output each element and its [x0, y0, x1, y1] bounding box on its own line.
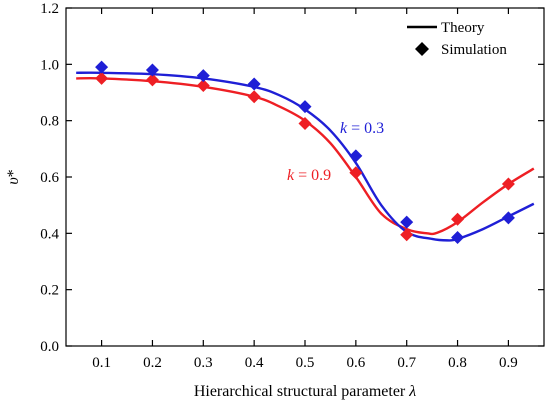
y-tick-label: 1.0: [40, 57, 59, 73]
y-tick-label: 1.2: [40, 1, 59, 17]
y-tick-label: 0.0: [40, 339, 59, 355]
theory-curves: [76, 71, 535, 242]
simulation-point-k09: [349, 166, 363, 180]
y-axis-label-symbol: υ: [5, 177, 22, 184]
simulation-point-k09: [247, 90, 261, 104]
annotation-k09-var: k: [287, 167, 295, 184]
x-tick-labels: 0.1 0.2 0.3 0.4 0.5 0.6 0.7 0.8 0.9: [92, 355, 518, 371]
y-tick-labels: 0.0 0.2 0.4 0.6 0.8 1.0 1.2: [40, 1, 59, 355]
annotation-k03-var: k: [340, 120, 348, 137]
simulation-markers: [95, 60, 515, 245]
x-tick-label: 0.2: [143, 355, 162, 371]
annotation-k09-rest: = 0.9: [294, 167, 331, 184]
y-axis-label-sup: *: [5, 169, 22, 177]
y-tick-label: 0.6: [40, 170, 59, 186]
annotation-k03: k = 0.3: [340, 120, 384, 137]
simulation-point-k03: [247, 77, 261, 91]
legend-simulation-label: Simulation: [441, 42, 507, 58]
legend: Theory Simulation: [407, 20, 507, 58]
x-axis-label-symbol: λ: [408, 383, 416, 400]
x-tick-label: 0.1: [92, 355, 111, 371]
x-tick-label: 0.5: [296, 355, 315, 371]
annotation-k03-rest: = 0.3: [347, 120, 384, 137]
simulation-point-k03: [298, 100, 312, 114]
y-tick-label: 0.8: [40, 114, 59, 130]
simulation-point-k03: [501, 211, 515, 225]
axis-ticks: [66, 7, 544, 347]
y-tick-label: 0.4: [40, 226, 59, 242]
x-axis-label: Hierarchical structural parameter λ: [194, 383, 416, 400]
y-axis-label: υ*: [5, 169, 22, 184]
x-tick-label: 0.3: [194, 355, 213, 371]
simulation-point-k09: [95, 71, 109, 85]
simulation-point-k09: [196, 78, 210, 92]
x-tick-label: 0.9: [499, 355, 518, 371]
simulation-point-k03: [400, 215, 414, 229]
x-axis-label-text: Hierarchical structural parameter: [194, 383, 409, 400]
simulation-point-k03: [451, 231, 465, 245]
simulation-point-k03: [349, 149, 363, 163]
x-tick-label: 0.7: [397, 355, 416, 371]
theory-curve-k03: [76, 71, 535, 242]
simulation-point-k09: [145, 73, 159, 87]
simulation-point-k03: [95, 60, 109, 74]
simulation-point-k09: [400, 228, 414, 242]
y-tick-label: 0.2: [40, 283, 59, 299]
legend-theory-label: Theory: [441, 20, 485, 36]
simulation-point-k03: [145, 63, 159, 77]
x-tick-label: 0.8: [448, 355, 467, 371]
simulation-point-k03: [196, 69, 210, 83]
x-tick-label: 0.6: [346, 355, 365, 371]
legend-simulation-marker: [415, 42, 429, 56]
simulation-point-k09: [298, 116, 312, 130]
simulation-point-k09: [501, 177, 515, 191]
x-tick-label: 0.4: [245, 355, 264, 371]
simulation-point-k09: [451, 212, 465, 226]
annotation-k09: k = 0.9: [287, 167, 331, 184]
